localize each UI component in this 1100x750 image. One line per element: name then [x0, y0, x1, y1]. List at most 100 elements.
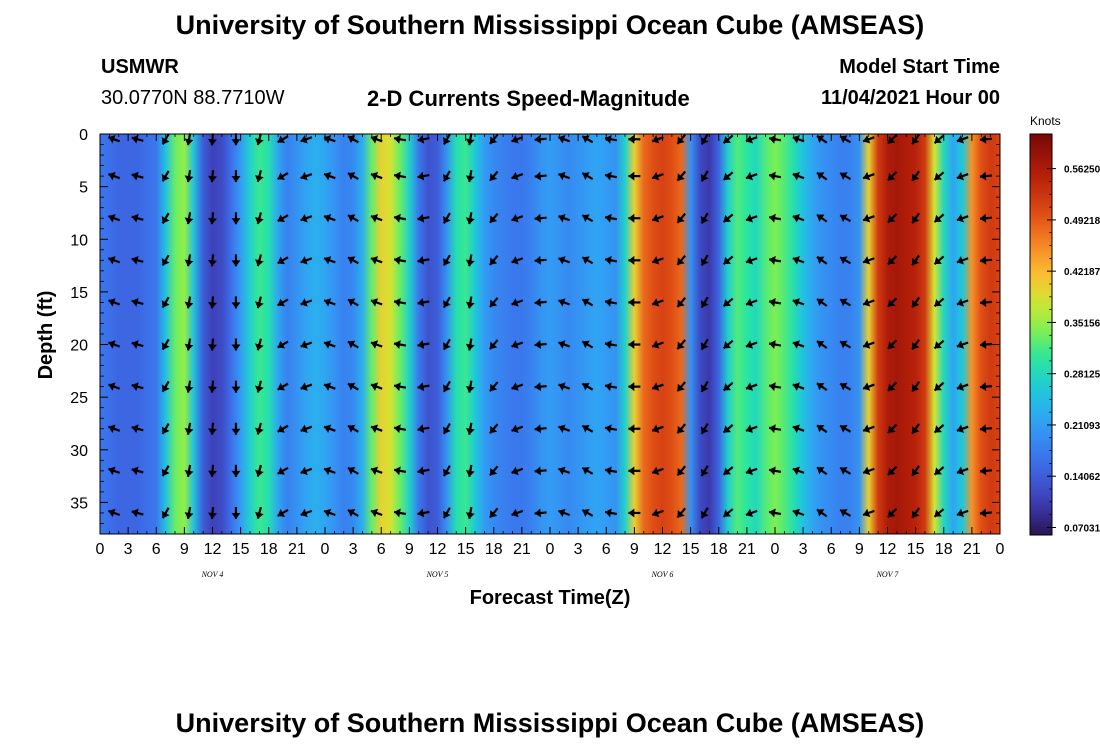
current-arrow	[604, 297, 618, 307]
current-arrow	[465, 464, 475, 477]
current-arrow	[300, 508, 313, 518]
current-arrow	[628, 466, 641, 476]
current-arrow	[651, 298, 664, 307]
current-arrow	[887, 381, 898, 392]
current-arrow	[417, 297, 430, 307]
current-arrow	[300, 171, 313, 181]
current-arrow	[862, 340, 875, 349]
current-arrow	[277, 256, 289, 265]
x-tick-label: 15	[682, 541, 700, 558]
current-arrow	[933, 466, 945, 476]
current-arrow	[768, 297, 782, 307]
current-arrow	[887, 339, 898, 350]
speed-heatmap	[100, 134, 1000, 534]
current-arrow	[108, 135, 121, 144]
current-arrow	[347, 298, 359, 307]
current-arrow	[979, 382, 993, 392]
y-tick-label: 25	[70, 390, 88, 407]
x-tick-label: 6	[602, 541, 611, 558]
current-arrow	[581, 135, 594, 144]
x-tick-label: 9	[405, 541, 414, 558]
current-arrow	[184, 133, 194, 146]
current-arrow	[816, 255, 828, 265]
current-arrow	[558, 298, 571, 307]
current-arrow	[745, 256, 758, 265]
current-arrow	[255, 464, 264, 477]
current-arrow	[370, 382, 383, 391]
current-arrow	[300, 256, 313, 265]
current-arrow	[933, 424, 945, 434]
current-arrow	[558, 213, 571, 223]
current-arrow	[745, 508, 758, 518]
current-arrow	[604, 508, 618, 518]
x-tick-label: 15	[907, 541, 925, 558]
date-label: NOV 7	[876, 570, 900, 579]
current-arrow	[417, 340, 430, 349]
current-arrow	[231, 380, 241, 393]
current-arrow	[442, 296, 451, 309]
colorbar-label: Knots	[1030, 114, 1061, 128]
current-arrow	[208, 254, 217, 267]
current-arrow	[184, 338, 194, 351]
current-arrow	[862, 466, 875, 476]
current-arrow	[887, 171, 898, 182]
current-arrow	[816, 382, 828, 391]
current-arrow	[323, 135, 336, 144]
current-arrow	[231, 464, 241, 477]
current-arrow	[933, 255, 945, 266]
current-arrow	[347, 256, 359, 265]
current-arrow	[676, 255, 686, 266]
current-arrow	[558, 340, 571, 349]
current-arrow	[979, 297, 993, 307]
current-arrow	[131, 298, 144, 307]
current-arrow	[887, 465, 898, 476]
current-arrow	[722, 466, 734, 476]
current-arrow	[979, 171, 993, 181]
current-arrow	[465, 133, 475, 146]
current-arrow	[300, 298, 313, 307]
x-tick-label: 15	[232, 541, 250, 558]
current-arrow	[347, 214, 359, 223]
current-arrow	[442, 507, 451, 519]
current-arrow	[277, 135, 289, 144]
current-arrow	[465, 380, 475, 393]
current-arrow	[511, 213, 524, 223]
current-arrow	[651, 256, 664, 265]
x-tick-label: 6	[377, 541, 386, 558]
colorbar: 0.56250 0.49218 0.42187 0.35156 0.28125 0.210…	[1029, 133, 1100, 536]
current-arrow	[956, 340, 969, 349]
current-arrow	[581, 424, 594, 433]
heatmap-layer	[100, 134, 1000, 534]
current-arrow	[161, 422, 170, 435]
current-arrow	[700, 170, 709, 182]
current-arrow	[534, 340, 547, 350]
date-label: NOV 6	[651, 570, 674, 579]
current-arrow	[745, 213, 758, 223]
current-arrow	[722, 508, 734, 518]
current-arrow	[700, 380, 709, 393]
x-tick-label: 0	[771, 541, 780, 558]
current-arrow	[887, 255, 898, 266]
colorbar-tick-label: 0.28125	[1064, 370, 1100, 381]
current-arrow	[887, 134, 898, 145]
current-arrow	[887, 423, 898, 434]
current-arrow	[862, 298, 875, 307]
x-axis-label: Forecast Time(Z)	[470, 587, 631, 609]
current-arrow	[558, 382, 571, 391]
current-arrow	[745, 340, 758, 349]
x-tick-label: 9	[180, 541, 189, 558]
current-arrow	[208, 296, 217, 309]
current-arrow	[131, 424, 144, 434]
y-tick-label: 30	[70, 443, 88, 460]
current-arrow	[745, 424, 758, 433]
current-arrow	[511, 508, 524, 518]
current-arrow	[604, 424, 618, 434]
current-arrow	[816, 298, 828, 307]
model-start-value: 11/04/2021 Hour 00	[820, 87, 1000, 109]
current-arrow	[277, 298, 289, 307]
current-arrow	[768, 255, 782, 265]
current-arrow	[792, 298, 805, 307]
current-arrow	[393, 382, 407, 392]
current-arrow	[911, 507, 920, 519]
current-arrow	[231, 170, 241, 183]
